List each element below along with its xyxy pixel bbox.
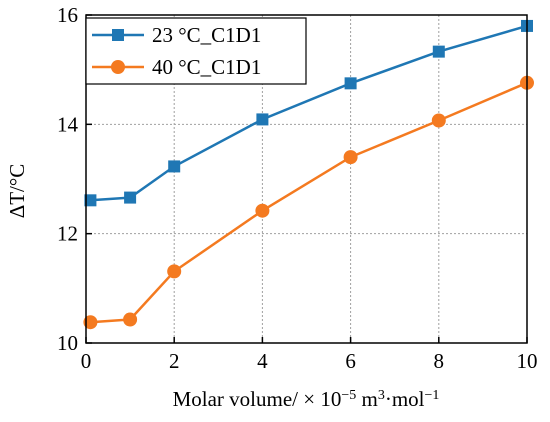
x-axis-label-exp1: −5 xyxy=(341,388,356,403)
legend-label-2: 40 °C_C1D1 xyxy=(152,55,261,79)
y-tick-label: 12 xyxy=(57,222,78,246)
x-tick-label: 2 xyxy=(169,349,180,373)
data-point-circle xyxy=(167,264,182,279)
legend-marker-circle xyxy=(111,60,125,74)
data-point-square xyxy=(168,160,181,173)
data-point-square xyxy=(432,45,445,58)
data-point-circle xyxy=(123,312,138,327)
x-axis-label-mid: m xyxy=(356,387,378,411)
data-point-circle xyxy=(83,315,98,330)
data-point-square xyxy=(256,113,269,126)
data-point-circle xyxy=(431,113,446,128)
data-point-circle xyxy=(255,203,270,218)
legend: 23 °C_C1D1 40 °C_C1D1 xyxy=(85,17,307,85)
y-axis-label: ΔT/°C xyxy=(5,164,29,219)
x-tick-label: 0 xyxy=(81,349,92,373)
x-tick-label: 8 xyxy=(434,349,445,373)
legend-marker-square xyxy=(112,29,124,41)
data-point-square xyxy=(344,77,357,90)
series-line-2 xyxy=(90,81,528,324)
data-point-circle xyxy=(343,150,358,165)
series-group xyxy=(83,19,534,330)
x-tick-label: 10 xyxy=(517,349,538,373)
plot-border xyxy=(85,14,528,344)
tick-group: 0 2 4 6 8 10 10 12 14 16 xyxy=(57,3,538,373)
legend-label-1: 23 °C_C1D1 xyxy=(152,23,261,47)
x-axis-label-exp2: 3 xyxy=(378,388,385,403)
y-tick-label: 10 xyxy=(57,331,78,355)
x-axis-label: Molar volume/ × 10−5 m3·mol−1 xyxy=(173,387,440,411)
y-tick-label: 14 xyxy=(57,112,79,136)
y-tick-label: 16 xyxy=(57,3,78,27)
plot-frame xyxy=(85,14,528,344)
grid-lines xyxy=(86,15,527,343)
x-axis-label-prefix: Molar volume/ × 10 xyxy=(173,387,342,411)
data-point-square xyxy=(84,194,97,207)
x-axis-label-mid2: ·mol xyxy=(385,387,425,411)
x-tick-label: 6 xyxy=(345,349,356,373)
x-axis-label-exp3: −1 xyxy=(425,388,440,403)
data-point-square xyxy=(124,191,137,204)
x-tick-label: 4 xyxy=(257,349,268,373)
